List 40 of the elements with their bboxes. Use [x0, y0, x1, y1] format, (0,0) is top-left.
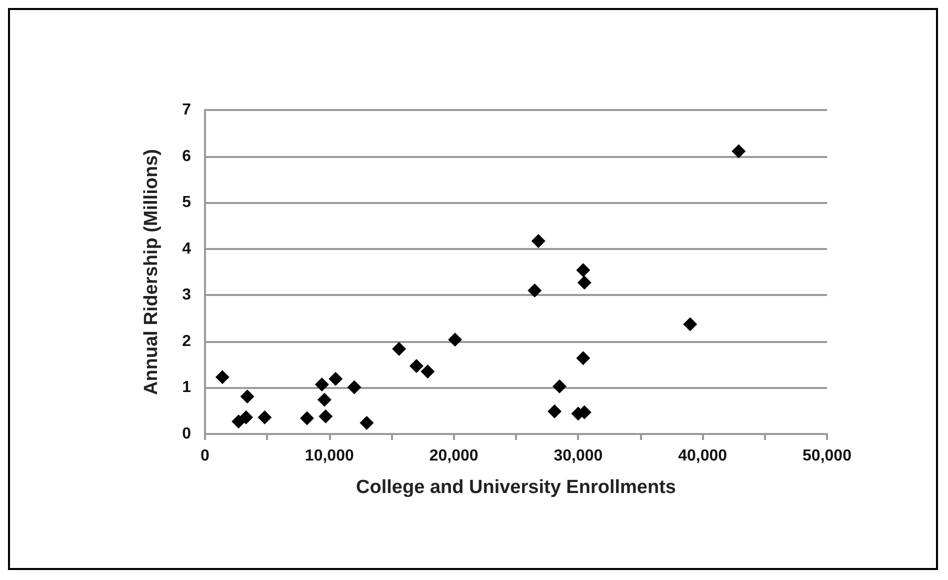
y-tick-label: 2	[182, 332, 192, 350]
point	[528, 284, 542, 298]
y-tick-label: 4	[182, 240, 192, 258]
y-tick-label: 3	[182, 286, 192, 304]
x-tick-label: 20,000	[429, 448, 478, 464]
point	[392, 342, 406, 356]
point	[347, 380, 362, 394]
y-tick-label: 6	[182, 148, 192, 165]
point	[552, 379, 567, 394]
point	[548, 404, 562, 418]
point	[314, 377, 329, 392]
x-tick-label: 50,000	[802, 448, 852, 464]
point	[300, 411, 314, 426]
point	[732, 144, 746, 158]
point	[328, 372, 343, 386]
y-tick-label: 7	[182, 102, 192, 118]
y-tick-label: 0	[182, 426, 192, 442]
point	[420, 364, 435, 379]
point	[576, 351, 590, 366]
y-axis-title: Annual Ridership (Millions)	[141, 149, 162, 395]
point	[577, 276, 592, 290]
point	[258, 410, 272, 424]
point	[239, 410, 254, 424]
x-tick-label: 10,000	[304, 448, 354, 464]
x-axis-title: College and University Enrollments	[356, 477, 676, 498]
point	[318, 409, 333, 424]
point	[409, 358, 424, 373]
point	[317, 392, 332, 407]
y-tick-label: 5	[182, 194, 192, 212]
point	[531, 234, 546, 248]
x-tick-label: 40,000	[678, 448, 728, 464]
point	[360, 416, 374, 430]
point	[240, 390, 254, 404]
x-tick-label: 0	[200, 448, 210, 464]
y-tick-label: 1	[182, 379, 192, 396]
point	[576, 263, 590, 278]
point	[448, 332, 462, 347]
x-tick-label: 30,000	[554, 448, 603, 464]
point	[683, 317, 698, 332]
point	[215, 370, 230, 384]
